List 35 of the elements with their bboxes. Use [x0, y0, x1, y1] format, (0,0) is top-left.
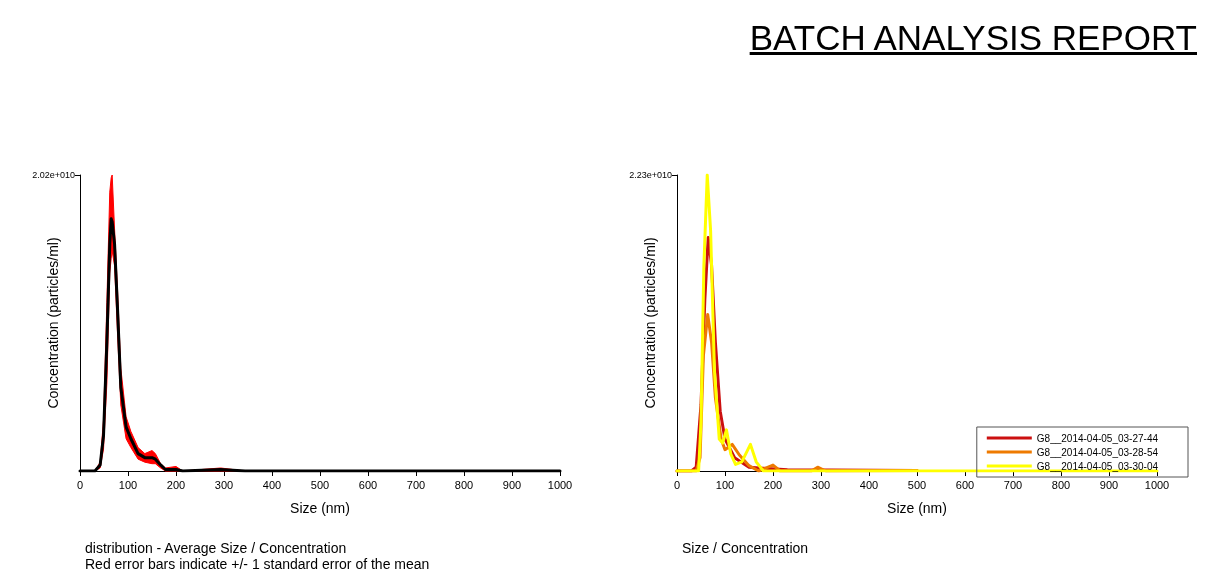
legend-label: G8__2014-04-05_03-27-44 [1036, 432, 1159, 444]
x-tick-label: 1000 [1144, 478, 1170, 491]
text: Red error bars indicate +/- 1 standard error of the mean [85, 556, 430, 572]
x-tick-label: 300 [214, 478, 234, 491]
x-tick-label: 700 [406, 478, 426, 491]
x-tick-label: 800 [1051, 478, 1071, 491]
x-tick-label: 400 [262, 478, 282, 491]
x-axis-title: Size (nm) [290, 500, 350, 516]
text: Size / Concentration [682, 540, 809, 556]
legend-label: G8__2014-04-05_03-28-54 [1036, 446, 1159, 458]
chart-title: BATCH ANALYSIS REPORT [749, 18, 1197, 58]
y-axis-title: Concentration (particles/ml) [45, 237, 61, 409]
y-axis-title: Concentration (particles/ml) [642, 237, 658, 409]
x-tick-label: 800 [454, 478, 474, 491]
x-tick-label: 600 [955, 478, 975, 491]
text: 2.23e+010 [628, 170, 672, 180]
x-tick-label: 500 [310, 478, 330, 491]
x-tick-label: 700 [1003, 478, 1023, 491]
x-tick-label: 0 [76, 478, 84, 491]
x-tick-label: 200 [763, 478, 783, 491]
text: distribution - Average Size / Concentration [85, 540, 348, 556]
x-tick-label: 0 [673, 478, 681, 491]
legend-label: G8__2014-04-05_03-30-04 [1036, 460, 1159, 472]
x-axis-title: Size (nm) [887, 500, 947, 516]
x-tick-label: 500 [907, 478, 927, 491]
x-tick-label: 400 [859, 478, 879, 491]
x-tick-label: 1000 [547, 478, 573, 491]
x-tick-label: 100 [715, 478, 735, 491]
x-tick-label: 900 [502, 478, 522, 491]
x-tick-label: 600 [358, 478, 378, 491]
text: 2.02e+010 [31, 170, 75, 180]
x-tick-label: 200 [166, 478, 186, 491]
x-tick-label: 100 [118, 478, 138, 491]
x-tick-label: 900 [1099, 478, 1119, 491]
x-tick-label: 300 [811, 478, 831, 491]
